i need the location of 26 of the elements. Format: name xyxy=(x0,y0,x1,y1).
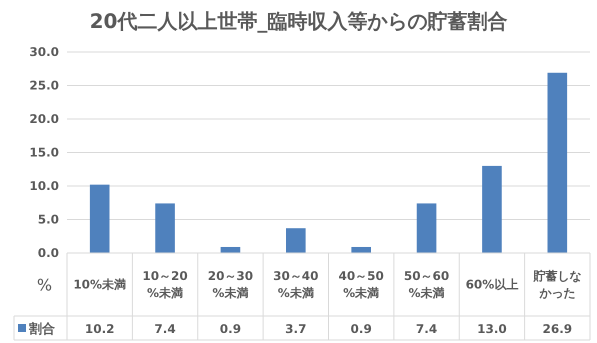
y-tick-label: 20.0 xyxy=(29,112,59,126)
value-label: 3.7 xyxy=(285,322,306,336)
value-label: 10.2 xyxy=(84,322,114,336)
title: 20代二人以上世帯_臨時収入等からの貯蓄割合 xyxy=(90,9,508,33)
value-label: 13.0 xyxy=(477,322,507,336)
category: 60%以上 xyxy=(466,278,518,292)
y-tick-label: 5.0 xyxy=(38,212,59,226)
value-label: 26.9 xyxy=(542,322,572,336)
value-label: 0.9 xyxy=(350,322,372,336)
category: 20～30%未満 xyxy=(208,269,254,300)
category: 貯蓄しなかった xyxy=(533,269,582,300)
value-label: 0.9 xyxy=(220,322,242,336)
y-tick-label: 0.0 xyxy=(38,246,59,260)
legend: 割合 xyxy=(29,322,55,337)
category: 10～20%未満 xyxy=(142,269,188,300)
y-tick-label: 10.0 xyxy=(29,179,59,193)
value-label: 7.4 xyxy=(416,322,438,336)
category: 50～60%未満 xyxy=(404,269,450,300)
y-tick-label: 15.0 xyxy=(29,146,59,160)
ylabel: % xyxy=(36,276,52,294)
category: 30～40%未満 xyxy=(273,269,319,300)
y-tick-label: 30.0 xyxy=(29,45,59,59)
category: 40～50%未満 xyxy=(338,269,384,300)
value-label: 7.4 xyxy=(154,322,176,336)
y-tick-label: 25.0 xyxy=(29,78,59,92)
category: 10%未満 xyxy=(73,278,126,292)
